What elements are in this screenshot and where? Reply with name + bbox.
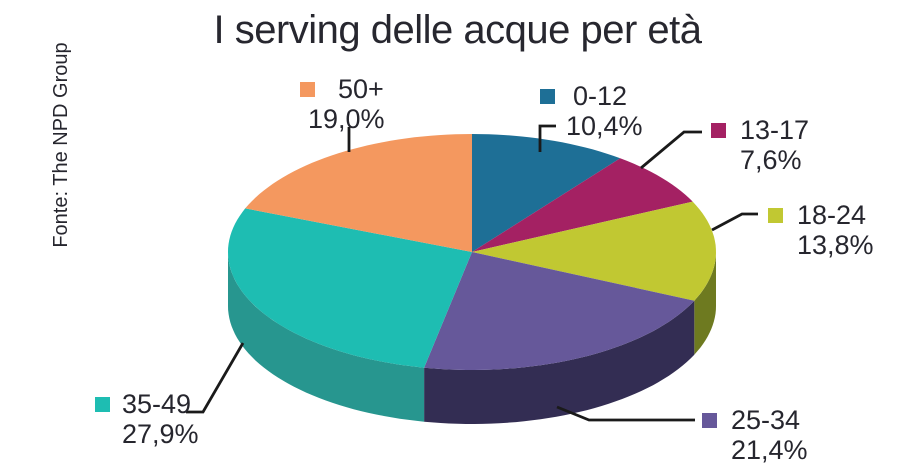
legend-label-25-34: 25-34 bbox=[731, 405, 801, 435]
legend-label-35-49: 35-49 bbox=[122, 389, 192, 419]
legend-item-35-49: 35-49 27,9% bbox=[95, 389, 199, 449]
legend-swatch-50plus bbox=[300, 81, 315, 97]
legend-item-0-12: 0-12 10,4% bbox=[540, 81, 643, 141]
legend-value-0-12: 10,4% bbox=[566, 111, 643, 141]
pie-slice-35-49 bbox=[228, 208, 472, 368]
legend-row: 50+ bbox=[300, 74, 385, 104]
legend-swatch-35-49 bbox=[95, 396, 110, 412]
pie-slice-18-24 bbox=[472, 201, 716, 301]
pie-slice-side-35-49 bbox=[228, 252, 425, 422]
legend-label-0-12: 0-12 bbox=[573, 81, 628, 111]
legend-value-18-24: 13,8% bbox=[797, 230, 874, 260]
leader-line-35-49 bbox=[186, 342, 245, 414]
leader-line-13-17 bbox=[640, 130, 702, 170]
pie-slice-25-34 bbox=[424, 252, 695, 370]
legend-label-13-17: 13-17 bbox=[740, 115, 810, 145]
legend-item-13-17: 13-17 7,6% bbox=[711, 115, 809, 175]
legend-label-50plus: 50+ bbox=[338, 74, 384, 104]
legend-row: 35-49 bbox=[95, 389, 199, 419]
pie-slice-50+ bbox=[245, 134, 472, 252]
legend-row: 13-17 bbox=[711, 115, 809, 145]
legend-row: 0-12 bbox=[540, 81, 643, 111]
pie-slice-0-12 bbox=[472, 134, 621, 252]
pie-slice-13-17 bbox=[472, 158, 693, 252]
legend-value-13-17: 7,6% bbox=[740, 145, 802, 175]
legend-swatch-0-12 bbox=[540, 88, 555, 104]
legend-row: 25-34 bbox=[702, 405, 808, 435]
legend-value-25-34: 21,4% bbox=[731, 435, 808, 465]
pie-slice-side-18-24 bbox=[694, 252, 716, 355]
pie-slice-side-25-34 bbox=[424, 300, 695, 424]
legend-swatch-25-34 bbox=[702, 412, 717, 428]
legend-row: 18-24 bbox=[768, 200, 874, 230]
legend-swatch-13-17 bbox=[711, 122, 726, 138]
legend-label-18-24: 18-24 bbox=[797, 200, 867, 230]
leader-line-0-12 bbox=[538, 124, 556, 152]
legend-value-35-49: 27,9% bbox=[122, 419, 199, 449]
leader-line-18-24 bbox=[711, 212, 758, 232]
legend-value-50plus: 19,0% bbox=[308, 104, 385, 134]
legend-swatch-18-24 bbox=[768, 207, 783, 223]
chart-title: I serving delle acque per età bbox=[213, 8, 702, 52]
legend-item-50plus: 50+ 19,0% bbox=[300, 74, 385, 134]
leader-line-25-34 bbox=[556, 405, 695, 422]
legend-item-25-34: 25-34 21,4% bbox=[702, 405, 808, 465]
legend-item-18-24: 18-24 13,8% bbox=[768, 200, 874, 260]
